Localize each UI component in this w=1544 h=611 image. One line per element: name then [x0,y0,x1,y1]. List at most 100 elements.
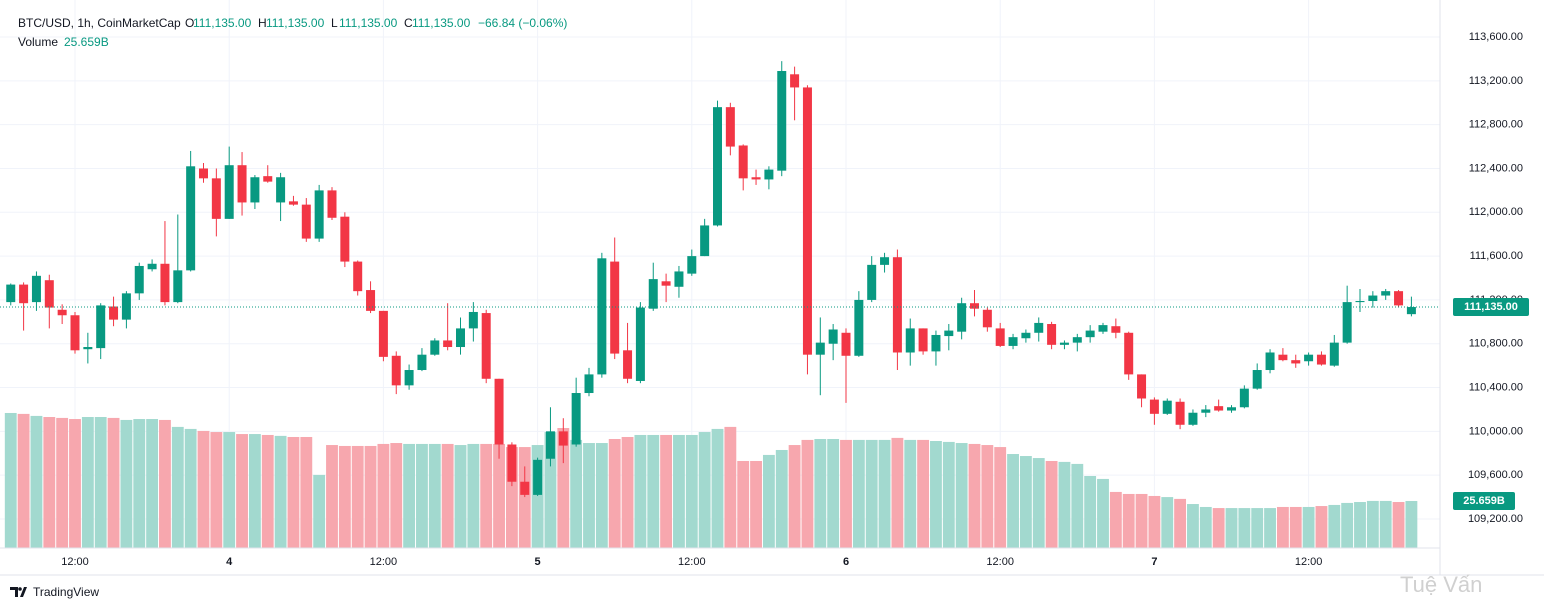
candle-body [635,307,645,381]
volume-bar [852,439,865,548]
candle-body [802,87,812,355]
candle-body [1368,295,1378,302]
y-tick-label: 109,200.00 [1468,513,1523,525]
y-tick-label: 110,800.00 [1469,338,1523,350]
volume-bar [583,443,595,548]
volume-bar [762,454,775,548]
volume-bar [133,419,146,548]
volume-bar [608,438,621,548]
candle-body [507,444,517,482]
candle-body [661,281,671,286]
candle-body [1008,337,1018,346]
candle-body [1162,400,1172,414]
volume-bar [274,435,287,548]
volume-bar [159,419,171,548]
y-tick-label: 110,000.00 [1469,425,1523,437]
candle-body [19,284,29,304]
volume-bar [1148,495,1161,548]
candle-body [199,168,208,179]
candle-body [1149,399,1159,414]
volume-bar [1238,508,1251,548]
volume-bar [891,437,904,548]
candle-body [982,309,992,328]
volume-bar [1289,506,1302,548]
volume-bar [878,439,891,548]
candle-body [674,271,684,287]
volume-bar [1122,493,1135,548]
volume-bar [1315,506,1328,548]
candle-body [648,279,658,309]
candle-body [931,334,941,352]
y-tick-label: 111,600.00 [1470,250,1523,262]
candle-body [1085,330,1095,338]
candle-body [1406,307,1416,315]
ohlc-value: 111,135.00 [266,16,325,30]
candle-body [276,177,286,203]
candle-body [443,340,453,348]
brand: TradingView [33,585,99,599]
candle-body [1394,291,1404,306]
x-tick-label: 7 [1151,556,1157,568]
candle-body [417,354,427,371]
candle-body [1291,360,1301,364]
candle-body [1265,352,1275,371]
volume-layer [4,412,1418,548]
volume-bar [1097,478,1109,548]
volume-bar [531,445,544,548]
candle-body [790,74,800,88]
volume-bar [1302,506,1315,548]
candle-body [57,309,67,316]
candle-body [828,329,838,344]
candle-body [83,347,93,350]
volume-bar [248,434,261,548]
candle-body [301,204,311,239]
volume-bar [1084,476,1097,548]
x-tick-label: 5 [535,556,541,568]
candle-body [430,340,440,355]
volume-bar [287,436,300,548]
candle-body [211,178,221,219]
candle-body [1316,354,1326,365]
candle-body [892,257,902,353]
volume-bar [737,460,750,548]
volume-bar [4,412,17,548]
volume-bar [660,434,673,548]
volume-bar [775,449,788,548]
symbol: BTC/USD, 1h, CoinMarketCap [18,16,181,30]
candle-body [700,225,710,257]
candle-body [70,315,80,351]
volume-bar [197,430,210,548]
candle-body [391,355,401,386]
candle-body [995,328,1005,346]
volume-bar [827,438,840,548]
candle-body [713,107,722,226]
volume-bar [326,445,338,548]
candle-body [854,299,864,356]
candle-body [1278,354,1288,361]
volume-bar [505,447,518,548]
volume-bar [570,439,583,548]
last-volume-tag [1453,491,1515,510]
volume-bar [917,439,930,548]
candle-body [545,431,555,459]
volume-bar [595,443,608,548]
brand-logo [10,587,27,597]
volume-bar [441,443,454,548]
volume-bar [1379,500,1392,548]
candle-body [353,261,363,292]
volume-bar [1071,463,1084,548]
x-tick-label: 12:00 [370,556,398,568]
candle-body [584,374,594,394]
volume-bar [223,432,236,548]
ohlc-key: C [404,16,413,30]
candle-body [44,280,54,308]
x-tick-label: 12:00 [986,556,1014,568]
y-tick-label: 112,800.00 [1469,119,1523,131]
volume-bar [493,443,505,548]
volume-bar [120,419,133,548]
volume-bar [30,415,43,548]
volume-bar [1264,508,1276,548]
volume-bar [94,417,107,548]
